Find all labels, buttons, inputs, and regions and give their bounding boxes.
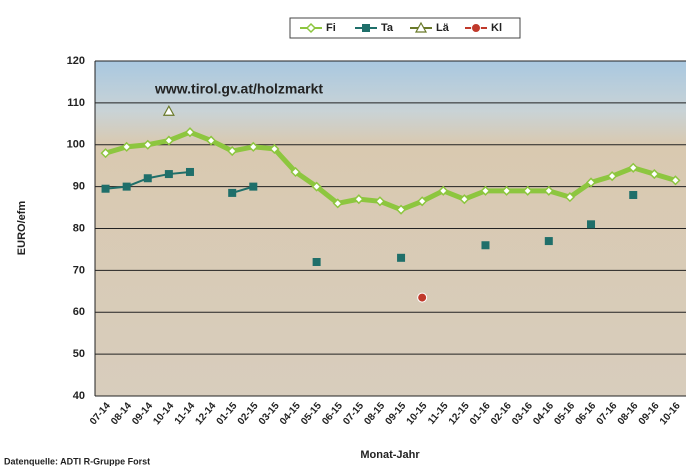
x-tick-label: 09-16 xyxy=(637,400,662,427)
x-tick-label: 09-14 xyxy=(130,400,155,427)
x-tick-label: 02-16 xyxy=(489,400,514,427)
x-tick-label: 01-16 xyxy=(468,400,493,427)
y-tick-label: 120 xyxy=(67,55,85,67)
x-tick-label: 07-16 xyxy=(595,400,620,427)
x-tick-label: 04-16 xyxy=(531,400,556,427)
x-tick-label: 11-14 xyxy=(173,400,198,427)
x-tick-label: 10-16 xyxy=(658,400,683,427)
x-tick-label: 12-15 xyxy=(447,400,472,427)
legend-label: Lä xyxy=(436,22,450,34)
x-axis-label: Monat-Jahr xyxy=(360,449,420,461)
x-tick-label: 01-15 xyxy=(215,400,240,427)
x-tick-label: 05-15 xyxy=(299,400,324,427)
point xyxy=(165,170,173,178)
point xyxy=(629,191,637,199)
y-axis-label: EURO/efm xyxy=(16,201,28,256)
x-tick-label: 08-14 xyxy=(109,400,134,427)
x-tick-label: 07-15 xyxy=(341,400,366,427)
annotation: www.tirol.gv.at/holzmarkt xyxy=(154,81,323,97)
x-tick-label: 10-14 xyxy=(151,400,176,427)
y-tick-label: 70 xyxy=(73,264,85,276)
point xyxy=(587,220,595,228)
source: Datenquelle: ADTI R-Gruppe Forst xyxy=(4,456,150,466)
y-tick-label: 40 xyxy=(73,390,85,402)
legend-label: Ta xyxy=(381,22,394,34)
x-tick-label: 03-16 xyxy=(510,400,535,427)
y-tick-label: 80 xyxy=(73,222,85,234)
y-tick-label: 100 xyxy=(67,139,85,151)
x-tick-label: 06-16 xyxy=(573,400,598,427)
point xyxy=(313,258,321,266)
point xyxy=(249,183,257,191)
legend-label: Kl xyxy=(491,22,502,34)
x-tick-label: 05-16 xyxy=(552,400,577,427)
y-tick-label: 90 xyxy=(73,181,85,193)
point xyxy=(545,237,553,245)
x-tick-label: 10-15 xyxy=(405,400,430,427)
x-tick-label: 07-14 xyxy=(88,400,113,427)
x-tick-label: 08-15 xyxy=(362,400,387,427)
x-tick-label: 12-14 xyxy=(194,400,219,427)
point xyxy=(397,254,405,262)
point xyxy=(186,168,194,176)
point xyxy=(102,185,110,193)
x-tick-label: 04-15 xyxy=(278,400,303,427)
y-tick-label: 60 xyxy=(73,306,85,318)
x-tick-label: 03-15 xyxy=(257,400,282,427)
point xyxy=(481,241,489,249)
y-tick-label: 50 xyxy=(73,348,85,360)
x-tick-label: 02-15 xyxy=(236,400,261,427)
point xyxy=(144,174,152,182)
y-tick-label: 110 xyxy=(67,97,85,109)
x-tick-label: 08-16 xyxy=(616,400,641,427)
point xyxy=(123,183,131,191)
x-tick-label: 09-15 xyxy=(384,400,409,427)
point xyxy=(362,24,370,32)
point xyxy=(472,24,481,33)
x-tick-label: 11-15 xyxy=(426,400,451,427)
chart: www.tirol.gv.at/holzmarkt EURO/efm Monat… xyxy=(0,0,686,466)
point xyxy=(418,293,427,302)
legend-label: Fi xyxy=(326,22,336,34)
point xyxy=(228,189,236,197)
x-tick-label: 06-15 xyxy=(320,400,345,427)
